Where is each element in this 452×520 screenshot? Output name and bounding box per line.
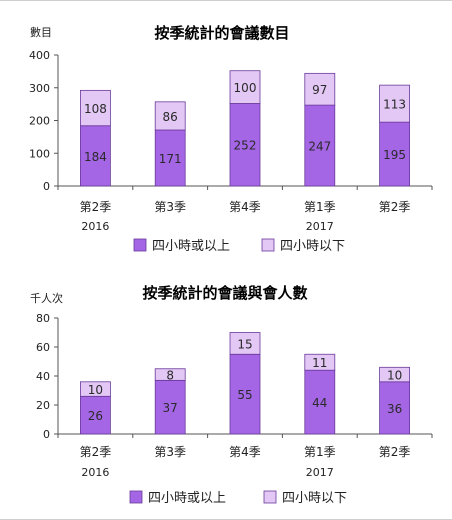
x-category-label: 第3季 (154, 445, 186, 459)
data-label-lower: 36 (387, 402, 402, 416)
data-label-upper: 10 (387, 369, 402, 383)
y-tick-label: 0 (43, 428, 50, 441)
y-tick-label: 100 (29, 147, 50, 160)
data-label-lower: 247 (308, 140, 331, 154)
bar-segment-lower (80, 125, 111, 187)
legend-swatch (261, 238, 275, 252)
legend-label: 四小時以下 (280, 239, 345, 254)
bar-segment-lower (229, 103, 261, 187)
bar-segment-upper (229, 332, 261, 355)
data-label-upper: 113 (383, 98, 406, 112)
y-axis-label: 數目 (30, 26, 52, 39)
x-year-label: 2016 (81, 466, 109, 479)
x-category-label: 第2季 (80, 445, 112, 459)
legend-label: 四小時或以上 (152, 239, 230, 254)
bar-segment-lower (154, 129, 186, 187)
data-label-upper: 108 (84, 102, 107, 116)
y-tick-label: 400 (29, 49, 50, 62)
bar-segment-lower (304, 369, 336, 435)
x-category-label: 第1季 (304, 200, 336, 214)
chart-title: 按季統計的會議與會人數 (142, 284, 307, 302)
x-category-label: 第4季 (229, 200, 261, 214)
data-label-upper: 11 (312, 356, 327, 370)
x-year-label: 2017 (306, 466, 334, 479)
data-label-lower: 195 (383, 148, 406, 162)
data-label-lower: 184 (84, 150, 107, 164)
bar-segment-upper (80, 89, 111, 127)
bar-segment-upper (379, 84, 411, 123)
chart-title: 按季統計的會議數目 (154, 24, 289, 42)
legend-swatch (263, 490, 277, 504)
y-axis-label: 千人次 (30, 291, 63, 305)
data-label-lower: 252 (234, 139, 257, 153)
x-category-label: 第1季 (304, 445, 336, 459)
bar-segment-upper (379, 366, 411, 383)
bar-segment-lower (304, 104, 336, 187)
data-label-upper: 97 (312, 83, 327, 97)
data-label-upper: 86 (163, 110, 178, 124)
data-label-lower: 26 (88, 409, 103, 423)
bar-segment-upper (229, 70, 261, 104)
meetings-count-chart: 按季統計的會議數目 數目 0 100 200 300 400 184 108 第2季 171 8… (29, 24, 433, 254)
x-category-label: 第2季 (379, 200, 411, 214)
data-label-upper: 100 (234, 81, 257, 95)
bar-segment-lower (229, 353, 261, 435)
data-label-upper: 8 (166, 369, 174, 383)
data-label-lower: 55 (237, 388, 252, 402)
bar-segment-upper (304, 353, 336, 371)
y-tick-label: 80 (36, 312, 50, 325)
bar-segment-lower (154, 379, 186, 435)
bar-segment-upper (154, 101, 186, 131)
bar-segment-upper (154, 368, 186, 381)
y-tick-label: 0 (43, 180, 50, 193)
attendance-chart: 按季統計的會議與會人數 千人次 0 20 40 60 80 26 10 第2季 37 8 第3季 5… (30, 284, 433, 506)
legend-swatch (133, 238, 147, 252)
data-label-upper: 15 (237, 337, 252, 351)
y-tick-label: 300 (29, 82, 50, 95)
data-label-upper: 10 (88, 383, 103, 397)
bar-segment-lower (379, 121, 411, 187)
x-category-label: 第3季 (154, 200, 186, 214)
bar-segment-lower (80, 395, 111, 435)
legend-label: 四小時或以上 (148, 491, 226, 506)
y-tick-label: 60 (36, 341, 50, 354)
data-label-lower: 171 (159, 152, 182, 166)
legend-swatch (129, 490, 143, 504)
x-year-label: 2017 (306, 220, 334, 233)
legend-label: 四小時以下 (282, 491, 347, 506)
x-category-label: 第2季 (80, 200, 112, 214)
bar-segment-upper (304, 72, 336, 106)
bar-segment-upper (80, 381, 111, 397)
y-tick-label: 20 (36, 399, 50, 412)
data-label-lower: 37 (163, 401, 178, 415)
data-label-lower: 44 (312, 396, 327, 410)
x-year-label: 2016 (81, 220, 109, 233)
top-border (0, 0, 452, 1)
x-category-label: 第2季 (379, 445, 411, 459)
y-tick-label: 200 (29, 115, 50, 128)
y-tick-label: 40 (36, 370, 50, 383)
x-category-label: 第4季 (229, 445, 261, 459)
